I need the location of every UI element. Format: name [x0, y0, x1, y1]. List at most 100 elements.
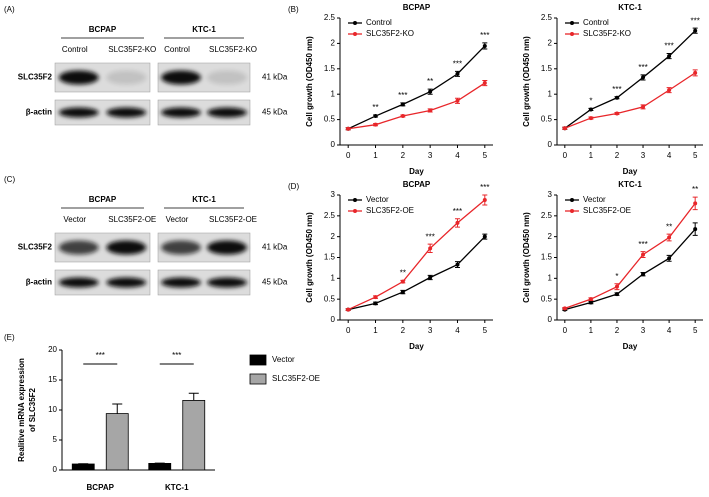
significance: ***	[480, 31, 489, 40]
y-tick-label: 0	[548, 140, 553, 149]
y-tick-label: 10	[48, 405, 57, 414]
band-size: 41 kDa	[262, 243, 288, 252]
panel-label: (A)	[4, 5, 15, 14]
x-tick-label: 5	[483, 326, 488, 335]
legend-marker	[570, 32, 574, 36]
lane-label: SLC35F2-OE	[108, 215, 156, 224]
significance: *	[615, 272, 618, 281]
blot-band	[58, 107, 99, 118]
y-tick-label: 1.5	[541, 64, 553, 73]
x-tick-label: 1	[589, 326, 594, 335]
y-tick-label: 1	[548, 273, 553, 282]
legend-marker	[353, 209, 357, 213]
marker	[428, 275, 433, 280]
x-tick-label: KTC-1	[165, 483, 189, 492]
blot-band	[207, 240, 247, 255]
x-axis-label: Day	[623, 167, 638, 176]
y-tick-label: 20	[48, 345, 57, 354]
series-line	[347, 45, 486, 130]
x-tick-label: 5	[483, 151, 488, 160]
significance: **	[372, 103, 378, 112]
marker	[455, 262, 460, 267]
x-axis-label: Day	[409, 342, 424, 351]
y-axis-label: Cell growth (OD450 nm)	[305, 212, 314, 303]
legend-label: SLC35F2-OE	[583, 206, 631, 215]
legend-marker	[570, 21, 574, 25]
y-tick-label: 1.5	[541, 253, 553, 262]
x-tick-label: 4	[667, 326, 672, 335]
x-tick-label: 4	[455, 151, 460, 160]
blot-band	[58, 70, 99, 85]
marker	[346, 307, 351, 312]
series-line	[348, 236, 486, 311]
panel-label: (B)	[288, 5, 299, 14]
y-tick-label: 0.5	[324, 294, 336, 303]
bar	[148, 462, 172, 471]
legend-swatch	[249, 373, 267, 385]
blot-band	[106, 240, 147, 255]
band-size: 41 kDa	[262, 73, 288, 82]
error-bar	[188, 392, 199, 401]
y-tick-label: 1.5	[324, 253, 336, 262]
legend-label: Vector	[272, 355, 295, 364]
y-tick-label: 2.5	[541, 211, 553, 220]
significance: **	[692, 185, 698, 194]
chart-title: KTC-1	[618, 3, 642, 12]
legend-marker	[353, 32, 357, 36]
lane-label: Control	[164, 45, 190, 54]
significance: ***	[96, 351, 105, 360]
y-tick-label: 1	[331, 89, 336, 98]
y-tick-label: 2.5	[541, 13, 553, 22]
marker	[588, 297, 593, 302]
y-tick-label: 5	[53, 435, 58, 444]
significance: *	[589, 97, 592, 106]
x-tick-label: 0	[346, 326, 351, 335]
band-size: 45 kDa	[262, 278, 288, 287]
y-tick-label: 1.5	[324, 64, 336, 73]
significance: ***	[453, 59, 462, 68]
y-tick-label: 0	[331, 140, 336, 149]
y-tick-label: 1	[331, 273, 336, 282]
y-tick-label: 2.5	[324, 211, 336, 220]
marker	[428, 108, 433, 113]
legend-label: Vector	[366, 195, 389, 204]
marker	[562, 306, 567, 311]
blot-band	[207, 70, 247, 85]
y-tick-label: 2	[331, 39, 336, 48]
chart-title: BCPAP	[403, 3, 431, 12]
y-axis-label: Realitive mRNA expression	[17, 358, 26, 462]
chart-title: BCPAP	[403, 180, 431, 189]
marker	[482, 234, 487, 239]
blot-group: BCPAP	[89, 25, 117, 34]
significance: ***	[638, 63, 647, 72]
x-tick-label: 4	[455, 326, 460, 335]
x-tick-label: 0	[563, 151, 568, 160]
y-tick-label: 0	[331, 315, 336, 324]
significance: **	[666, 222, 672, 231]
blot-group: KTC-1	[192, 195, 216, 204]
legend-label: Vector	[583, 195, 606, 204]
marker	[693, 201, 698, 206]
marker	[667, 235, 672, 240]
legend-label: SLC35F2-KO	[366, 29, 414, 38]
x-tick-label: 1	[373, 326, 378, 335]
marker	[400, 290, 405, 295]
x-tick-label: 3	[428, 151, 433, 160]
marker	[641, 104, 646, 109]
blot-band	[161, 277, 201, 288]
x-tick-label: 5	[693, 151, 698, 160]
marker	[400, 279, 405, 284]
marker	[482, 81, 487, 86]
x-tick-label: 2	[615, 326, 620, 335]
significance: ***	[398, 91, 407, 100]
significance: **	[400, 269, 406, 278]
significance: ***	[664, 42, 673, 51]
blot-band	[161, 240, 201, 255]
significance: ***	[480, 183, 489, 192]
y-tick-label: 2	[548, 232, 553, 241]
legend-label: Control	[583, 18, 609, 27]
chart-title: KTC-1	[618, 180, 642, 189]
x-tick-label: 2	[401, 151, 406, 160]
